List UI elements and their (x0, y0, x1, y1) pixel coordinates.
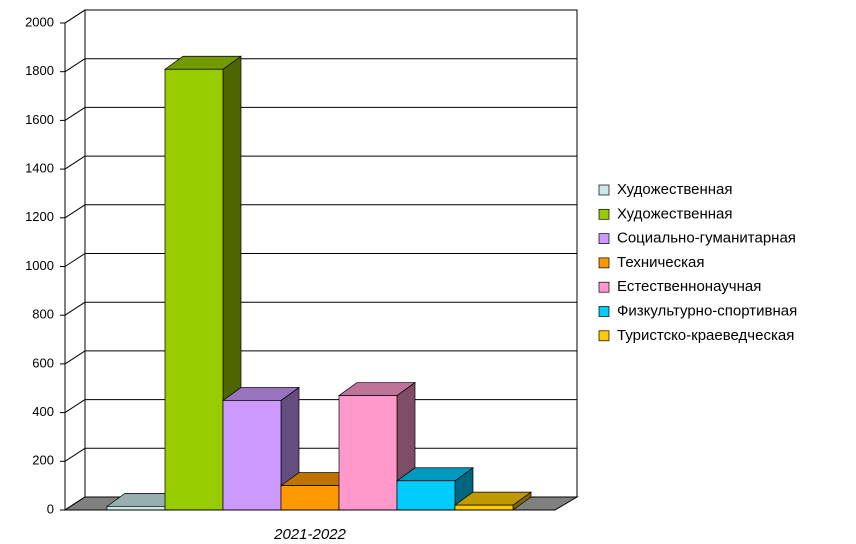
legend-label: Туристско-краеведческая (617, 327, 794, 344)
legend-label: Социально-гуманитарная (617, 230, 796, 247)
bar (222, 400, 282, 511)
grid-line (64, 253, 86, 267)
grid-line (64, 155, 86, 170)
legend-label: Физкультурно-спортивная (617, 302, 797, 319)
y-tick-label: 2000 (25, 14, 54, 29)
grid-line (64, 9, 86, 24)
y-tick-label: 200 (32, 453, 54, 468)
bar (396, 480, 456, 511)
legend: Художественная Художественная Социально-гу… (598, 181, 797, 344)
legend-swatch (598, 281, 610, 293)
grid-line (64, 204, 86, 219)
legend-swatch (598, 330, 610, 342)
legend-label: Художественная (617, 181, 733, 198)
grid-line (64, 106, 86, 121)
bar (164, 68, 224, 511)
y-tick-label: 1600 (25, 112, 54, 127)
y-tick-label: 0 (47, 501, 54, 516)
legend-label: Техническая (617, 254, 705, 271)
y-tick-label: 1200 (25, 209, 54, 224)
legend-swatch (598, 257, 610, 269)
y-tick-label: 1800 (25, 63, 54, 78)
grid-line (64, 447, 86, 462)
legend-label: Естественнонаучная (617, 278, 761, 295)
bar (338, 395, 398, 511)
legend-swatch (598, 306, 610, 317)
legend-label: Художественная (617, 205, 733, 222)
bars (105, 55, 533, 511)
bar (106, 505, 166, 511)
bar (280, 485, 340, 511)
grid-line (64, 399, 86, 414)
legend-swatch (598, 233, 610, 244)
y-tick-label: 1400 (25, 161, 54, 176)
x-tick-label: 2021-2022 (273, 526, 346, 543)
y-tick-label: 800 (32, 307, 54, 322)
y-tick-label: 400 (32, 404, 54, 419)
y-tick-label: 1000 (25, 258, 54, 273)
grid-line (64, 350, 86, 365)
legend-swatch (598, 184, 610, 196)
y-tick-label: 600 (32, 355, 54, 370)
bar (454, 504, 514, 511)
legend-swatch (598, 208, 610, 220)
grid-line (64, 58, 86, 73)
grid-line (64, 301, 86, 316)
